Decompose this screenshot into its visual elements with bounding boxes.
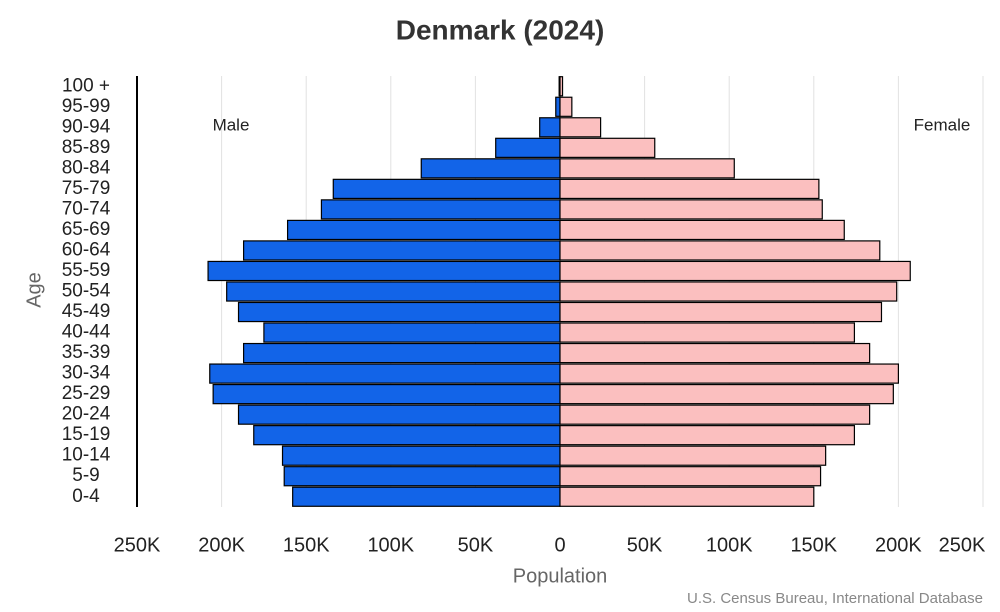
legend-label: Female [914,115,971,134]
y-tick-label: 30-34 [62,363,111,384]
bar [559,342,871,364]
x-tick-label: 50K [627,534,663,556]
bar [559,240,881,261]
y-tick-label: 55-59 [62,260,111,281]
y-tick-label: 25-29 [62,383,111,404]
chart-title: Denmark (2024) [396,14,605,45]
bar [495,137,561,158]
y-tick-label: 90-94 [62,116,111,137]
bar [559,383,894,405]
y-tick-label: 10-14 [62,445,111,466]
x-tick-label: 0 [554,534,565,556]
bar [559,363,899,384]
y-tick-label: 60-64 [62,239,111,260]
bar [555,96,561,117]
legend-label: Male [213,115,250,134]
y-tick-label: 80-84 [62,157,111,178]
x-tick-label: 200K [875,534,922,556]
y-tick-label: 50-54 [62,281,111,302]
bar [559,76,564,97]
y-tick-label: 85-89 [62,137,111,158]
bar [286,219,561,241]
y-tick-label: 75-79 [62,178,111,199]
x-tick-label: 150K [790,534,837,556]
bar [559,158,735,179]
y-tick-label: 15-19 [62,424,111,445]
bar [212,383,561,405]
x-tick-label: 50K [458,534,494,556]
y-tick-label: 40-44 [62,322,111,343]
bar [559,137,656,158]
x-tick-label: 100K [367,534,414,556]
bar [559,486,815,507]
x-tick-label: 200K [198,534,245,556]
y-tick-label: 45-49 [62,301,111,322]
bar [332,178,561,200]
bar [237,404,561,425]
y-tick-label: 5-9 [72,465,99,486]
bar [283,466,561,487]
bar [559,445,827,466]
bar [539,117,561,138]
bar [292,486,561,507]
bar [559,281,898,302]
y-tick-label: 20-24 [62,404,111,425]
y-axis-title: Age [23,272,45,308]
y-tick-label: 35-39 [62,342,111,363]
y-tick-label: 95-99 [62,96,111,117]
bar [263,322,561,343]
y-tick-label: 65-69 [62,219,111,240]
bar [559,301,883,323]
bar [242,240,561,261]
bar [253,425,561,446]
y-tick-label: 0-4 [72,486,100,507]
x-tick-label: 250K [114,534,161,556]
x-tick-label: 250K [939,534,986,556]
bar [559,199,823,220]
bar [209,363,561,384]
bar [559,260,911,282]
bar [559,425,856,446]
bar [559,322,856,343]
bar [226,281,561,302]
bar [420,158,561,179]
bar [281,445,561,466]
bar [559,466,822,487]
y-tick-label: 70-74 [62,198,111,219]
bar [242,342,561,364]
source-note: U.S. Census Bureau, International Databa… [687,590,983,607]
x-tick-label: 100K [706,534,753,556]
bar [559,219,845,241]
bar [207,260,561,282]
bar [320,199,561,220]
bar [237,301,561,323]
y-tick-label: 100 + [62,75,110,96]
x-axis-title: Population [513,565,608,587]
bar [559,178,820,200]
bar [559,404,871,425]
x-tick-label: 150K [283,534,330,556]
bar [559,96,573,117]
bar [559,117,602,138]
